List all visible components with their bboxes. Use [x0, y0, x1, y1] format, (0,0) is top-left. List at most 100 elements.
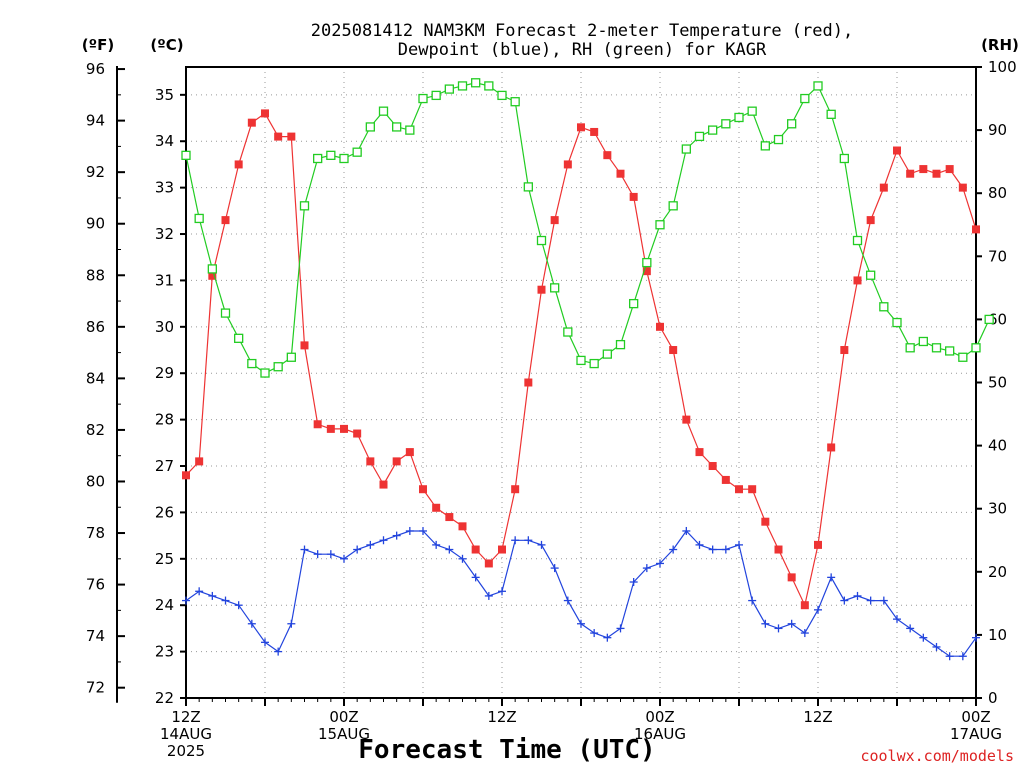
dewpoint-point: [577, 619, 585, 628]
fahrenheit-tick-label: 72: [86, 679, 105, 697]
temperature-point: [656, 322, 664, 331]
rh-point: [589, 358, 599, 369]
rh-point: [536, 235, 547, 246]
x-tick-label: 14AUG: [160, 725, 212, 743]
source-credit: coolwx.com/models: [860, 747, 1014, 765]
dewpoint-point: [721, 545, 730, 554]
fahrenheit-tick-label: 88: [86, 266, 105, 284]
dewpoint-point: [287, 619, 296, 628]
rh-point: [721, 119, 731, 129]
temperature-point: [958, 183, 967, 192]
rh-point: [286, 352, 296, 362]
temperature-point: [629, 192, 638, 201]
dewpoint-point: [182, 596, 190, 605]
rh-point: [299, 201, 310, 211]
celsius-tick-label: 24: [155, 596, 174, 614]
rh-point: [234, 333, 244, 343]
rh-point: [550, 283, 560, 293]
rh-tick-label: 90: [988, 121, 1007, 139]
rh-point: [431, 90, 441, 101]
rh-point: [787, 119, 797, 129]
rh-tick-label: 80: [988, 184, 1007, 202]
temperature-point: [616, 169, 625, 178]
rh-point: [773, 134, 784, 145]
rh-point: [339, 153, 349, 164]
dewpoint-point: [261, 638, 269, 647]
rh-tick-label: 0: [988, 689, 998, 707]
rh-point: [945, 346, 955, 356]
x-tick-label: 00Z: [645, 708, 674, 726]
celsius-tick-label: 31: [155, 271, 174, 289]
dewpoint-point: [972, 633, 980, 642]
temperature-point: [695, 448, 704, 457]
rh-point: [668, 201, 678, 211]
temperature-point: [972, 225, 980, 234]
dewpoint-point: [642, 564, 651, 573]
rh-point: [734, 112, 744, 123]
rh-point: [326, 150, 336, 160]
celsius-tick-label: 33: [155, 179, 174, 197]
temperature-point: [906, 169, 915, 178]
rh-tick-label: 30: [988, 500, 1007, 518]
temperature-point: [708, 462, 717, 471]
dewpoint-point: [774, 624, 783, 633]
temperature-point: [840, 346, 849, 355]
temperature-point: [524, 378, 533, 387]
x-tick-label: 12Z: [803, 708, 832, 726]
temperature-point: [787, 573, 796, 582]
celsius-tick-label: 28: [155, 411, 174, 429]
temperature-point: [563, 160, 572, 169]
temperature-point: [590, 127, 599, 136]
rh-point: [313, 153, 323, 164]
dewpoint-point: [419, 526, 427, 535]
rh-point: [352, 147, 362, 157]
celsius-tick-label: 22: [155, 689, 174, 707]
rh-point: [958, 352, 968, 362]
dewpoint-point: [840, 596, 849, 605]
dewpoint-point: [893, 615, 901, 624]
rh-point: [220, 308, 231, 318]
temperature-point: [313, 420, 322, 429]
chart-title-line1: 2025081412 NAM3KM Forecast 2-meter Tempe…: [311, 21, 853, 41]
temperature-point: [261, 109, 269, 118]
rh-point: [405, 125, 415, 135]
x-tick-label: 00Z: [329, 708, 358, 726]
temperature-point: [326, 424, 335, 433]
temperature-point: [603, 151, 612, 160]
dewpoint-point: [498, 587, 506, 596]
temperature-point: [537, 285, 546, 294]
temperature-point: [932, 169, 941, 178]
temperature-point: [300, 341, 309, 350]
temperature-point: [458, 522, 467, 531]
fahrenheit-tick-label: 92: [86, 163, 105, 181]
fahrenheit-tick-label: 86: [86, 318, 105, 336]
dewpoint-point: [195, 587, 204, 596]
dewpoint-point: [484, 591, 493, 600]
dewpoint-point: [827, 573, 836, 582]
fahrenheit-tick-label: 90: [86, 215, 105, 233]
temperature-point: [419, 485, 427, 494]
dewpoint-point: [313, 550, 322, 559]
temperature-point: [274, 132, 283, 141]
rh-point: [852, 235, 863, 246]
temperature-point: [379, 480, 388, 489]
x-tick-label: 15AUG: [318, 725, 370, 743]
temperature-point: [748, 485, 757, 494]
dewpoint-point: [682, 526, 691, 535]
dewpoint-point: [221, 596, 230, 605]
dewpoint-point: [511, 536, 520, 545]
celsius-tick-label: 27: [155, 457, 174, 475]
rh-point: [181, 150, 191, 160]
rh-tick-label: 50: [988, 374, 1007, 392]
celsius-tick-label: 32: [155, 225, 174, 243]
temperature-point: [484, 559, 493, 568]
temperature-point: [247, 118, 256, 127]
rh-point: [273, 362, 283, 372]
dewpoint-point: [866, 596, 875, 605]
rh-point: [866, 270, 876, 280]
temperature-point: [498, 545, 506, 554]
rh-tick-label: 100: [988, 58, 1017, 76]
dewpoint-point: [603, 633, 612, 642]
x-tick-label: 16AUG: [634, 725, 686, 743]
rh-point: [471, 78, 481, 88]
